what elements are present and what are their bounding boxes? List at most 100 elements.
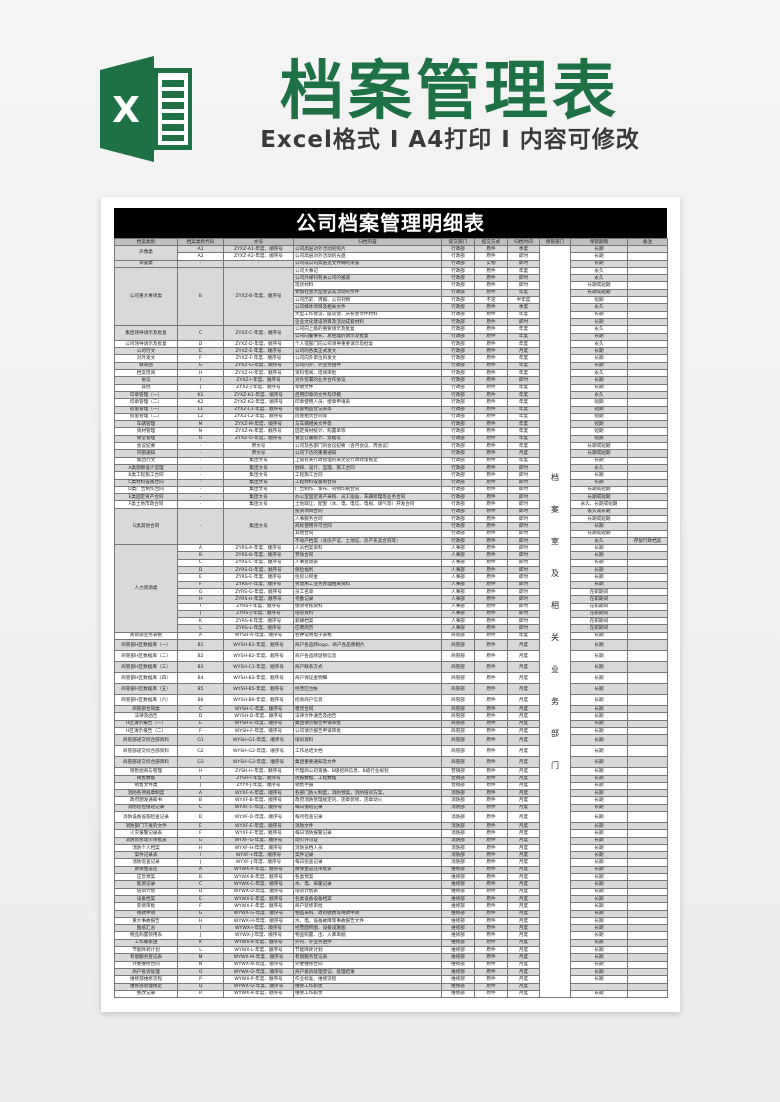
- cell-code: H: [177, 916, 224, 926]
- cell-submit-mode: 原件: [474, 796, 508, 805]
- cell-keep-period: 长期: [570, 989, 628, 999]
- cell-content: 培训计划表: [293, 887, 442, 896]
- cell-code: J: [177, 383, 224, 392]
- cell-dept: 行政部: [441, 317, 475, 327]
- cell-doc-number: ZYXZ-C-年度、顺序号: [223, 325, 294, 341]
- cell-code: G: [177, 587, 224, 597]
- cell-category: 宿舍管理（二）: [114, 412, 178, 422]
- cell-code: G: [177, 361, 224, 371]
- cell-content: 经营区台帐: [293, 683, 442, 696]
- cell-keep-period: 长期: [570, 471, 628, 480]
- cell-archive-time: 年度: [507, 361, 540, 371]
- cell-dept: 行政部: [441, 522, 475, 531]
- cell-content: 公司请示报告申请审批: [293, 726, 442, 736]
- cell-note: [627, 383, 668, 392]
- excel-logo-icon: X: [100, 56, 194, 162]
- cell-doc-number: WYSH-B6-年度、顺序号: [223, 694, 294, 707]
- cell-dept: 商管部: [441, 734, 475, 747]
- cell-keep-period: 长期: [570, 631, 628, 641]
- cell-note: [627, 332, 668, 341]
- table-row: 声像类 A1 ZYXZ-A1-年度、顺序号 公司高层对外活动的照片 行政部 原件 季度档案室…: [114, 244, 668, 999]
- cell-archive-time: 即时: [507, 566, 540, 575]
- cell-content: 对外签署的业务合作协议: [293, 376, 442, 385]
- cell-doc-number: WYXF-B-年度、顺序号: [223, 796, 294, 805]
- cell-keep-period: 长期: [570, 843, 628, 853]
- cell-content: 公司高层对外活动的光盘: [293, 252, 442, 261]
- cell-submit-mode: 原件: [474, 639, 508, 652]
- cell-dept: 消防部: [441, 829, 475, 838]
- cell-code: -: [177, 471, 224, 480]
- cell-content: 招商商户信息: [293, 694, 442, 707]
- cell-submit-mode: 原件: [474, 960, 508, 969]
- cell-dept: 行政部: [441, 266, 475, 276]
- cell-dept: 行政部: [441, 485, 475, 495]
- cell-doc-number: ZYXZ-D-年度、顺序号: [223, 339, 294, 349]
- cell-content: 投资项目合同: [293, 507, 442, 517]
- table-row: C类材料设备合同 - 集团文号 工程材料设备购合同 行政部 原件 即时 长期: [114, 478, 668, 487]
- cell-submit-mode: 原件: [474, 317, 508, 327]
- cell-doc-number: WYXF-J-年度、顺序号: [223, 858, 294, 867]
- cell-content: 人员档案资料: [293, 544, 442, 553]
- cell-doc-number: WYXF-C-年度、顺序号: [223, 803, 294, 813]
- cell-note: [627, 354, 668, 363]
- table-row: 商管部递交综合部资料 G2 WYSH-G2-年度、顺序号 工作总结文档 商管部 原件 月度 长…: [114, 745, 668, 758]
- cell-doc-number: 集团文号: [223, 463, 294, 473]
- column-header: 归档时间: [507, 238, 540, 246]
- cell-archive-time: 即时: [507, 514, 540, 524]
- cell-keep-period: 在职期间: [570, 617, 628, 626]
- cell-keep-period: 长期或短期: [570, 288, 628, 298]
- cell-code: C: [177, 705, 224, 714]
- cell-keep-period: 长期: [570, 252, 628, 261]
- cell-archive-time: 月度: [507, 683, 540, 696]
- cell-code: I: [177, 376, 224, 385]
- cell-content: 资料借阅、借阅审批: [293, 369, 442, 378]
- table-row: 宿舍管理（一） L1 ZYXZ-L1-年度、顺序号 宿舍物品登记表等 行政部 原件 年度 短期: [114, 405, 668, 414]
- cell-keep-period: 永久: [570, 390, 628, 400]
- cell-category: 培训计划: [114, 887, 178, 896]
- cell-content: 员工名单: [293, 587, 442, 597]
- cell-archive-time: 月度: [507, 712, 540, 721]
- cell-submit-mode: 原件: [474, 967, 508, 977]
- cell-archive-time: 年度: [507, 369, 540, 378]
- table-row: 政府颁发通知书 B WYXF-B-年度、顺序号 政府消防管理规定的、违章装修、违章动火…: [114, 796, 668, 805]
- table-row: 商管部H区数据库（六） B6 WYSH-B6-年度、顺序号 招商商户信息 商管部 原件 月度…: [114, 694, 668, 707]
- cell-submit-mode: 原件: [474, 303, 508, 312]
- cell-code: M: [177, 420, 224, 429]
- cell-dept: 行政部: [441, 441, 475, 451]
- table-row: 其他 J ZYXZ-J-年度、顺序号 零散文件 行政部 原件 年度 长期: [114, 383, 668, 392]
- cell-note: [627, 836, 668, 845]
- cell-dept: 维修部: [441, 953, 475, 962]
- cell-category: 商管部H区数据库（三）: [114, 661, 178, 674]
- cell-submit-mode: 原件: [474, 310, 508, 319]
- table-row: H ZYRS-H-年度、顺序号 考勤记录 人事部 原件 即时 在职期间: [115, 595, 668, 604]
- table-row: 培训计划 D WYWX-D-年度、顺序号 培训计划表 维修部 原件 月度 长期: [114, 887, 668, 896]
- cell-submit-mode: 原件: [474, 332, 508, 341]
- cell-keep-period: 长期: [570, 829, 628, 838]
- cell-doc-number: 原文号: [223, 441, 294, 451]
- table-row: 设备档案 E WYWX-E-年度、顺序号 各类设备设备档案 维修部 原件 月度 长期: [114, 894, 668, 904]
- cell-dept: 行政部: [441, 259, 475, 268]
- cell-category: 销售招商与管理: [114, 767, 178, 776]
- cell-keep-period: 永久: [570, 325, 628, 334]
- cell-category: B类工程施工合同: [114, 471, 178, 480]
- cell-code: J: [177, 858, 224, 867]
- cell-archive-time: 年度: [507, 266, 540, 276]
- cell-code: D: [177, 712, 224, 721]
- keeper-department-text: 档案室及相关业务部门: [541, 473, 569, 771]
- cell-code: B: [177, 551, 224, 560]
- cell-submit-mode: 原件: [474, 789, 508, 798]
- cell-note: [627, 894, 668, 904]
- cell-note: [627, 924, 668, 933]
- table-row: 法律及函告 D WYSH-D-年度、顺序号 法律文件通告及函告 商管部 原件 月度 长期: [114, 712, 668, 721]
- cell-archive-time: 即时: [507, 485, 540, 495]
- table-row: 商管部递交综合部资料 G1 WYSH-G1-年度、顺序号 培训资料 商管部 原件 月度 长期: [114, 734, 668, 747]
- cell-category: 商管部H区数据库（五）: [114, 683, 178, 696]
- cell-archive-time: 月度: [507, 767, 540, 776]
- table-row: I ZYRS-I-年度、顺序号 绩效考核资料 人事部 原件 即时 在职期间: [115, 602, 668, 611]
- cell-dept: 营销部: [441, 774, 475, 783]
- table-row: 荣誉类 - - 公司或公司高层见文件确的荣誉 行政部 实物 即时 长期: [114, 259, 668, 268]
- cell-content: 房屋租赁合同等: [293, 412, 442, 422]
- cell-content: 质保金返还审批表: [293, 865, 442, 875]
- cell-doc-number: ZYRS-B-年度、顺序号: [223, 551, 294, 560]
- cell-archive-time: 即时: [507, 317, 540, 327]
